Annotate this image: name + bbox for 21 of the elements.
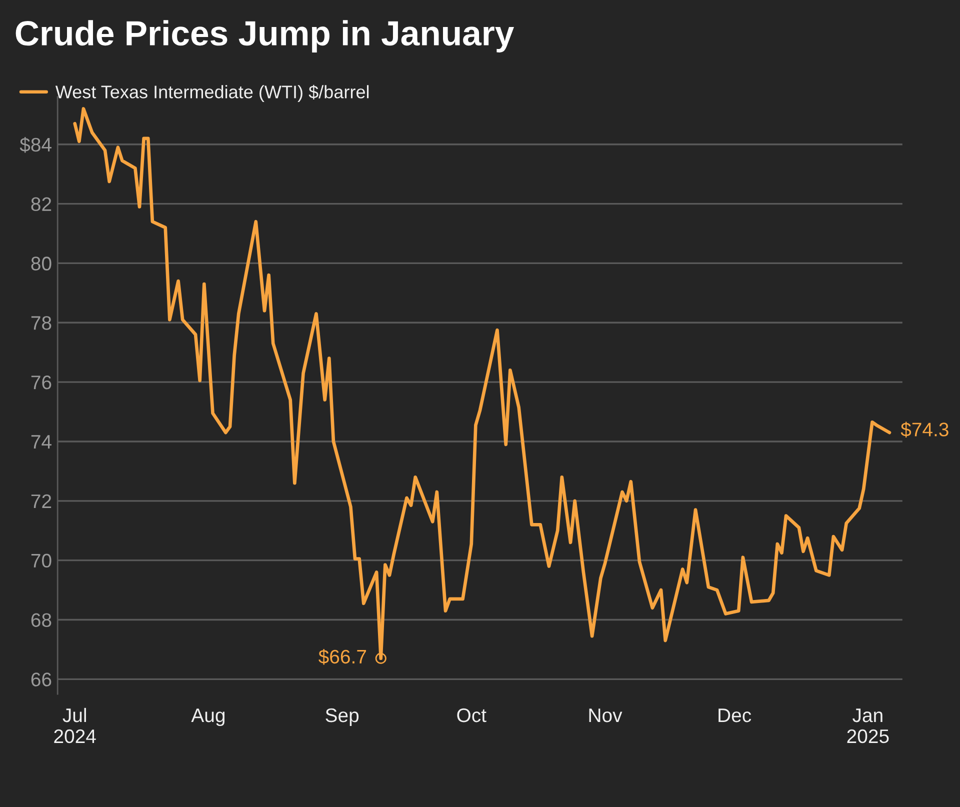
- y-tick-label: 70: [31, 554, 52, 568]
- y-tick-label: 82: [31, 197, 52, 212]
- annotation: $74.3: [900, 422, 948, 438]
- x-tick-label: Dec: [718, 708, 752, 722]
- y-tick-label: $84: [20, 137, 52, 153]
- y-tick-label: 72: [31, 494, 52, 508]
- annotation: $66.7: [318, 649, 366, 665]
- x-tick-label: Sep: [326, 708, 359, 726]
- legend-label: West Texas Intermediate (WTI) $/barrel: [55, 84, 369, 102]
- x-tick-label: Jan 2025: [847, 708, 889, 744]
- x-tick-label: Jul 2024: [54, 708, 96, 744]
- y-tick-label: 74: [31, 435, 52, 449]
- x-tick-label: Oct: [457, 708, 486, 722]
- y-tick-label: 80: [31, 256, 52, 270]
- y-tick-label: 76: [31, 376, 52, 390]
- y-tick-label: 66: [31, 672, 52, 686]
- chart-title: Crude Prices Jump in January: [16, 20, 514, 52]
- x-tick-label: Nov: [589, 708, 622, 722]
- y-tick-label: 68: [31, 613, 52, 627]
- y-tick-label: 78: [31, 316, 52, 330]
- x-tick-label: Aug: [191, 708, 225, 726]
